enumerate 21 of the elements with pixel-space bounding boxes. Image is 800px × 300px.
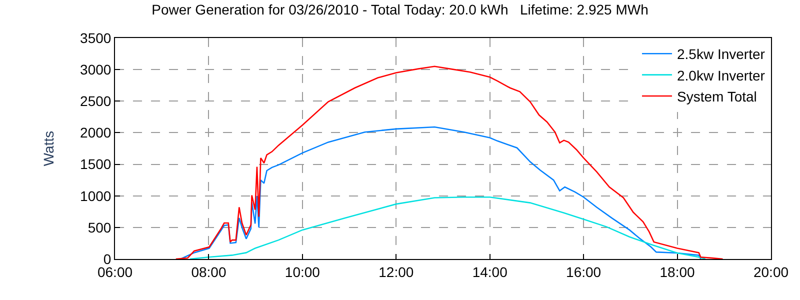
x-tick-label: 16:00 — [566, 264, 602, 280]
chart-title: Power Generation for 03/26/2010 - Total Today: 20.0 kWh Lifetime: 2.925 MWh — [152, 1, 648, 18]
y-tick-label: 500 — [88, 219, 112, 236]
y-tick-label: 2000 — [80, 124, 112, 141]
x-tick-label: 12:00 — [378, 264, 414, 280]
y-tick-label: 2500 — [80, 93, 112, 110]
x-tick-label: 20:00 — [753, 264, 789, 280]
legend-label: 2.5kw Inverter — [677, 46, 766, 62]
x-tick-label: 14:00 — [472, 264, 508, 280]
y-tick-label: 1500 — [80, 156, 112, 172]
legend-label: System Total — [677, 88, 757, 104]
line-series — [180, 126, 702, 259]
x-tick-label: 08:00 — [191, 264, 226, 280]
y-tick-label: 3000 — [80, 61, 112, 78]
y-tick-label: 1000 — [80, 188, 112, 204]
legend-label: 2.0kw Inverter — [677, 67, 766, 84]
y-tick-label: 3500 — [80, 30, 112, 46]
y-axis-title: Watts — [40, 130, 57, 166]
x-tick-label: 10:00 — [284, 264, 320, 280]
line-series — [189, 196, 706, 259]
x-tick-label: 18:00 — [660, 264, 696, 280]
